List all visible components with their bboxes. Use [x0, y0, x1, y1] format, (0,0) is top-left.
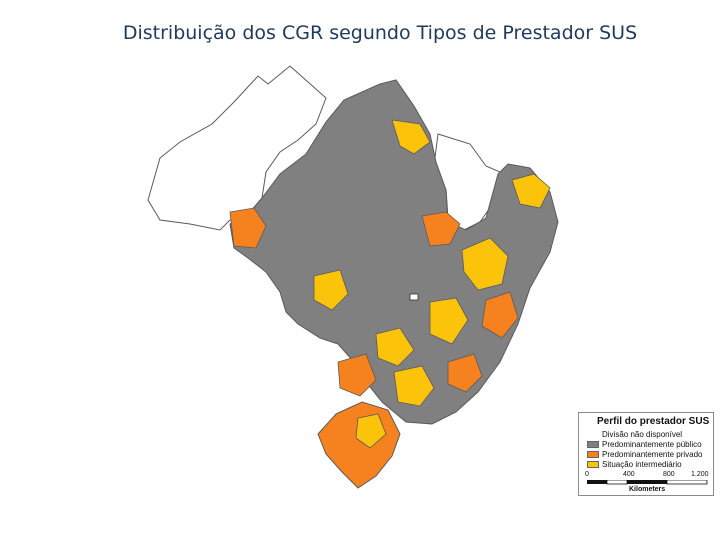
legend-swatch: [587, 431, 599, 438]
region-intermediate-2: [421, 211, 461, 247]
legend-swatch: [587, 461, 599, 468]
legend-item-intermediate: Situação intermediário: [587, 460, 682, 469]
region-intermediate-7: [375, 327, 415, 367]
map-svg: [147, 65, 559, 489]
region-public-main: [229, 79, 559, 425]
region-intermediate-5: [481, 291, 519, 339]
region-south-private: [317, 401, 401, 489]
brazil-map: [130, 62, 590, 502]
legend-label: Predominantemente público: [602, 440, 702, 449]
scale-bar-graphic: [587, 480, 708, 485]
map-legend: Perfil do prestador SUS Divisão não disp…: [578, 412, 714, 496]
scale-tick-label: 1.200: [691, 471, 709, 478]
region-intermediate-9: [393, 365, 435, 407]
legend-label: Divisão não disponível: [602, 430, 683, 439]
legend-item-not-available: Divisão não disponível: [587, 430, 682, 439]
region-intermediate-12: [229, 207, 267, 249]
scale-units: Kilometers: [629, 486, 666, 493]
legend-item-private: Predominantemente privado: [587, 450, 703, 459]
scale-bar: 0 400 800 1.200 Kilometers: [585, 471, 709, 495]
slide-title: Distribuição dos CGR segundo Tipos de Pr…: [122, 22, 638, 44]
region-intermediate-11: [313, 269, 349, 311]
scale-tick-label: 0: [585, 471, 589, 478]
region-federal-district: [409, 293, 419, 301]
legend-item-public: Predominantemente público: [587, 440, 702, 449]
legend-label: Predominantemente privado: [602, 450, 703, 459]
region-intermediate-1: [391, 119, 431, 155]
region-intermediate-3: [511, 173, 551, 209]
region-amazonas-roraima: [147, 65, 327, 231]
scale-tick-label: 800: [663, 471, 675, 478]
legend-title: Perfil do prestador SUS: [597, 416, 710, 427]
region-intermediate-13: [355, 413, 387, 449]
legend-swatch: [587, 441, 599, 448]
legend-label: Situação intermediário: [602, 460, 682, 469]
legend-swatch: [587, 451, 599, 458]
region-intermediate-4: [461, 237, 509, 291]
scale-tick-label: 400: [623, 471, 635, 478]
region-intermediate-8: [337, 353, 377, 397]
region-intermediate-6: [429, 297, 469, 345]
region-intermediate-10: [447, 353, 483, 393]
